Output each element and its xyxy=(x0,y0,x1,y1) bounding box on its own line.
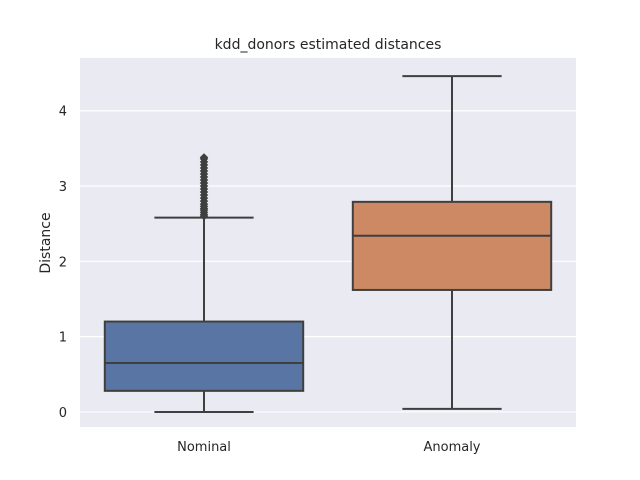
y-tick-label: 3 xyxy=(59,180,67,195)
y-tick-labels: 0 1 2 3 4 xyxy=(59,105,67,421)
box-nominal xyxy=(103,153,305,413)
outlier-point xyxy=(199,153,209,162)
x-tick-label: Nominal xyxy=(177,440,231,455)
box-anomaly xyxy=(351,75,553,410)
boxes xyxy=(103,75,553,413)
x-tick-labels: Nominal Anomaly xyxy=(177,440,481,455)
y-tick-label: 0 xyxy=(59,406,67,421)
x-tick-label: Anomaly xyxy=(423,440,480,455)
y-tick-label: 4 xyxy=(59,105,67,120)
iqr-box xyxy=(103,320,305,392)
y-axis-label: Distance xyxy=(38,212,54,273)
y-tick-label: 1 xyxy=(59,331,67,346)
y-tick-label: 2 xyxy=(59,255,67,270)
chart-title: kdd_donors estimated distances xyxy=(215,37,442,53)
iqr-box xyxy=(351,200,553,291)
